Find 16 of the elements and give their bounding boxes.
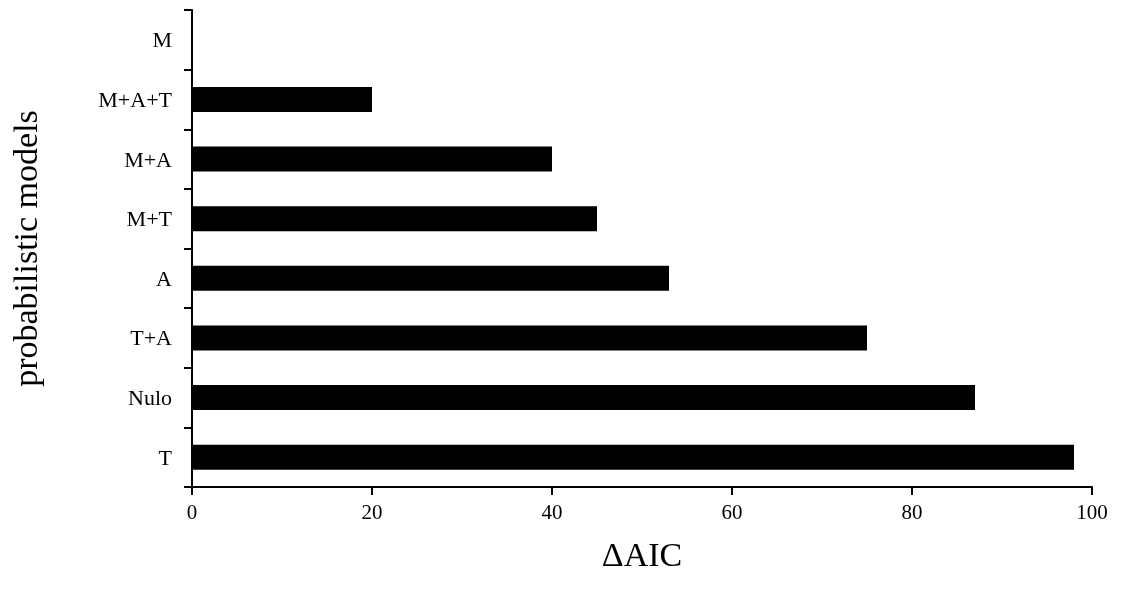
x-tick-label: 20 xyxy=(361,499,383,524)
y-tick-label: M+A+T xyxy=(98,86,173,112)
x-tick-label: 40 xyxy=(541,499,563,524)
y-tick-label: Nulo xyxy=(128,385,172,411)
y-tick-label: M+T xyxy=(126,206,173,232)
x-tick-label: 80 xyxy=(901,499,923,524)
y-tick-label: T xyxy=(158,444,173,470)
x-axis-title: ΔAIC xyxy=(601,535,683,573)
y-tick-label: T+A xyxy=(130,325,173,351)
y-tick-label: M+A xyxy=(124,146,173,172)
y-axis-title: probabilistic models xyxy=(6,110,44,387)
y-tick-label: A xyxy=(156,265,173,291)
x-tick-label: 0 xyxy=(186,499,198,524)
y-tick-label: M xyxy=(152,27,172,53)
x-tick-label: 60 xyxy=(721,499,743,524)
x-tick-label: 100 xyxy=(1076,499,1108,524)
